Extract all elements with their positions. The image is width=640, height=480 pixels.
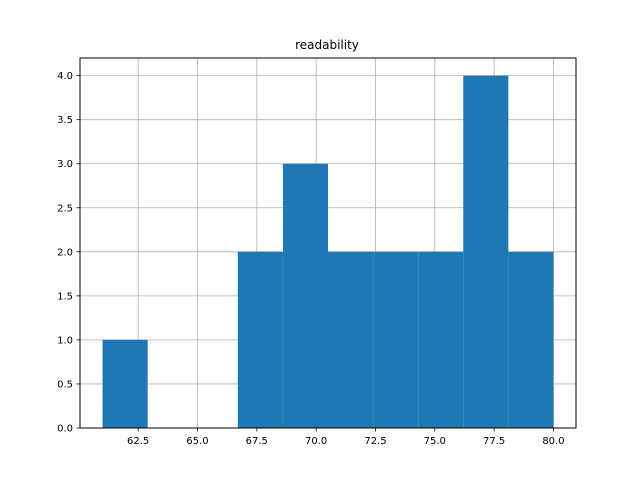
x-tick-label: 80.0 xyxy=(542,436,564,447)
x-tick-label: 62.5 xyxy=(127,436,149,447)
y-tick-label: 3.5 xyxy=(57,115,73,126)
y-tick-label: 0.0 xyxy=(57,424,73,435)
histogram-bar xyxy=(282,163,328,428)
x-tick-label: 75.0 xyxy=(424,436,446,447)
y-tick-label: 4.0 xyxy=(57,71,73,82)
x-tick-label: 72.5 xyxy=(364,436,386,447)
x-tick-label: 77.5 xyxy=(483,436,505,447)
x-tick-label: 70.0 xyxy=(305,436,327,447)
y-tick-label: 1.0 xyxy=(57,335,73,346)
histogram-bar xyxy=(373,251,419,428)
x-axis: 62.5 65.0 67.5 70.0 72.5 75.0 77.5 80.0 xyxy=(127,428,565,447)
histogram-bar xyxy=(237,251,283,428)
x-tick-label: 65.0 xyxy=(186,436,208,447)
histogram-bar xyxy=(508,251,554,428)
histogram-bar xyxy=(328,251,374,428)
y-tick-label: 1.5 xyxy=(57,291,73,302)
y-tick-label: 3.0 xyxy=(57,159,73,170)
y-tick-label: 0.5 xyxy=(57,379,73,390)
y-axis: 0.0 0.5 1.0 1.5 2.0 2.5 3.0 3.5 4.0 xyxy=(57,71,80,435)
x-tick-label: 67.5 xyxy=(246,436,268,447)
y-tick-label: 2.5 xyxy=(57,203,73,214)
chart-title: readability xyxy=(295,38,359,52)
y-tick-label: 2.0 xyxy=(57,247,73,258)
histogram-bars xyxy=(102,75,554,428)
histogram-bar xyxy=(418,251,464,428)
histogram-bar xyxy=(463,75,509,428)
plot-frame xyxy=(79,57,577,429)
histogram-bar xyxy=(102,339,148,428)
